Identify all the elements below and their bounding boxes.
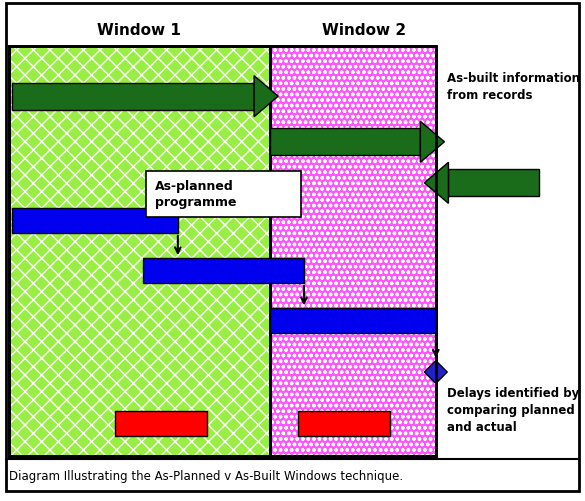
FancyBboxPatch shape xyxy=(146,171,301,217)
Text: Window 1: Window 1 xyxy=(97,23,181,38)
Bar xyxy=(12,83,254,110)
Bar xyxy=(9,46,270,456)
Bar xyxy=(143,258,304,283)
Bar xyxy=(9,46,436,456)
Bar xyxy=(270,46,436,456)
Bar xyxy=(270,46,436,456)
Text: Diagram Illustrating the As-Planned v As-Built Windows technique.: Diagram Illustrating the As-Planned v As… xyxy=(9,470,403,483)
Polygon shape xyxy=(421,121,445,162)
Text: Delays identified by
comparing planned
and actual: Delays identified by comparing planned a… xyxy=(448,387,580,434)
Bar xyxy=(115,411,207,436)
Polygon shape xyxy=(254,76,278,117)
Text: As-built information
from records: As-built information from records xyxy=(448,72,580,102)
Text: As-planned
programme: As-planned programme xyxy=(155,180,236,209)
Polygon shape xyxy=(424,162,449,203)
Bar xyxy=(270,128,421,155)
Bar xyxy=(9,46,270,456)
Bar xyxy=(12,208,178,233)
Text: Window 2: Window 2 xyxy=(322,23,406,38)
Bar xyxy=(270,308,436,333)
Bar xyxy=(449,169,539,196)
Polygon shape xyxy=(424,361,448,383)
Bar xyxy=(298,411,390,436)
